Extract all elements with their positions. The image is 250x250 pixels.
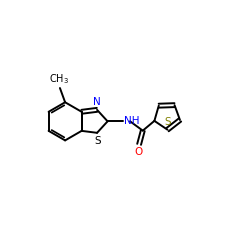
Text: NH: NH [124,116,140,126]
Text: S: S [94,136,101,146]
Text: O: O [134,147,143,157]
Text: CH$_3$: CH$_3$ [49,72,69,86]
Text: S: S [165,116,171,126]
Text: N: N [94,97,101,107]
